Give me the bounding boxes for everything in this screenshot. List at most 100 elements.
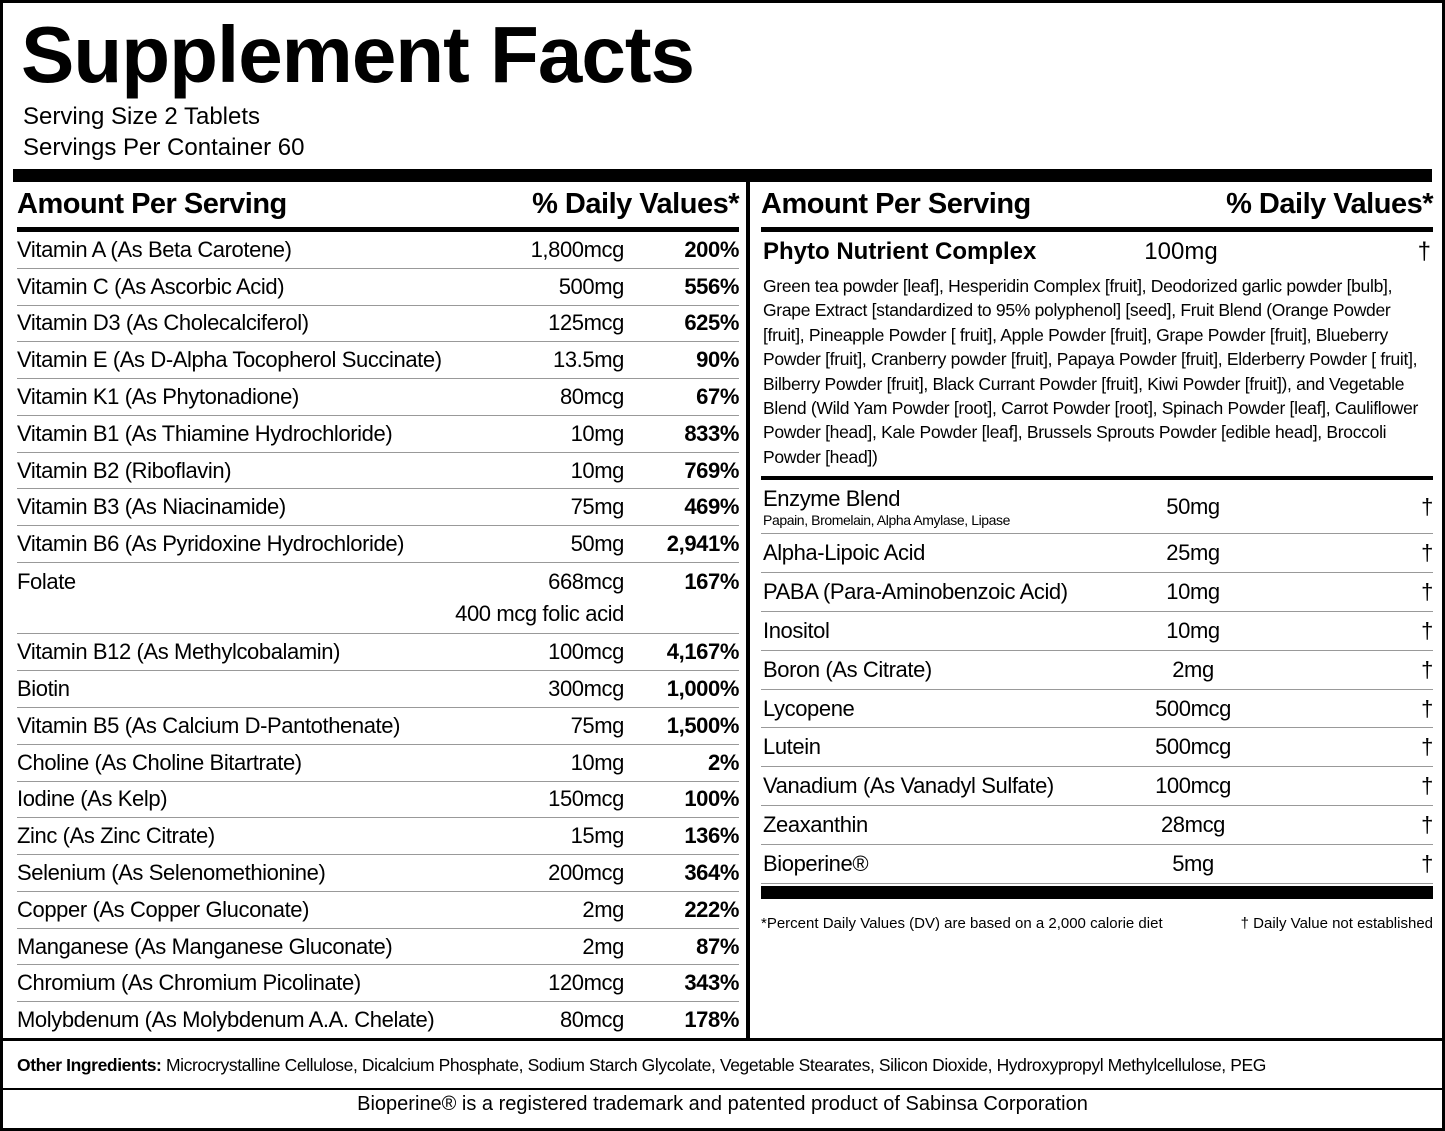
ingredient-row: Inositol 10mg †	[761, 612, 1433, 651]
nutrient-amount: 10mg	[570, 420, 625, 446]
nutrient-amount: 150mcg	[548, 786, 624, 812]
ingredient-amount: 25mg	[1166, 539, 1220, 565]
nutrient-row: Vitamin A (As Beta Carotene) 1,800mcg 200%	[17, 232, 739, 269]
nutrient-name: Biotin	[17, 676, 70, 702]
footnotes: *Percent Daily Values (DV) are based on …	[761, 915, 1433, 932]
ingredient-description: Green tea powder [leaf], Hesperidin Comp…	[763, 276, 1419, 467]
nutrient-amount: 200mcg	[548, 860, 624, 886]
ingredient-dv: †	[1421, 578, 1433, 604]
header-amount: Amount Per Serving	[761, 188, 1031, 220]
ingredient-amount: 10mg	[1166, 578, 1220, 604]
nutrient-row: Vitamin C (As Ascorbic Acid) 500mg 556%	[17, 269, 739, 306]
ingredient-row: Alpha-Lipoic Acid 25mg †	[761, 534, 1433, 573]
nutrient-name: Chromium (As Chromium Picolinate)	[17, 970, 361, 996]
nutrient-dv: 4,167%	[666, 639, 740, 665]
nutrient-dv: 200%	[684, 236, 739, 262]
nutrient-amount: 80mcg	[559, 1007, 624, 1033]
left-column: Amount Per Serving % Daily Values* Vitam…	[17, 182, 739, 1038]
nutrient-amount: 300mcg	[548, 676, 624, 702]
nutrient-amount: 500mg	[558, 273, 625, 299]
nutrient-row: Vitamin B6 (As Pyridoxine Hydrochloride)…	[17, 526, 740, 564]
name-cell: Boron (As Citrate)	[763, 657, 1093, 683]
name-cell: Alpha-Lipoic Acid	[763, 540, 1093, 566]
nutrient-dv: 87%	[696, 933, 739, 959]
ingredient-name: Enzyme Blend	[763, 485, 901, 511]
nutrient-row: Vitamin K1 (As Phytonadione) 80mcg 67%	[17, 379, 739, 416]
name-cell: Lycopene	[763, 696, 1093, 722]
nutrient-dv: 769%	[684, 457, 739, 483]
ingredient-dv: †	[1421, 851, 1433, 877]
nutrient-row: Copper (As Copper Gluconate) 2mg 222%	[17, 892, 739, 929]
nutrient-row: Iodine (As Kelp) 150mcg 100%	[17, 782, 739, 819]
nutrient-row: Vitamin D3 (As Cholecalciferol) 125mcg 625…	[17, 306, 739, 343]
nutrient-name: Selenium (As Selenomethionine)	[17, 860, 326, 886]
nutrient-row: Zinc (As Zinc Citrate) 15mg 136%	[17, 818, 739, 856]
nutrient-dv: 469%	[684, 494, 739, 520]
nutrient-row: Biotin 300mcg 1,000%	[17, 671, 739, 708]
nutrient-amount: 80mcg	[559, 384, 624, 410]
ingredient-dv: †	[1421, 773, 1433, 799]
nutrient-list: Vitamin A (As Beta Carotene) 1,800mcg 200%…	[17, 232, 739, 1038]
nutrient-note: 400 mcg folic acid	[455, 601, 624, 627]
nutrient-dv: 556%	[684, 273, 739, 299]
nutrient-amount: 2mg	[582, 896, 624, 922]
name-cell: Inositol	[763, 618, 1093, 644]
column-header: Amount Per Serving % Daily Values*	[17, 182, 739, 232]
footnote: *Percent Daily Values (DV) are based on …	[761, 915, 1163, 932]
nutrient-name: Choline (As Choline Bitartrate)	[17, 749, 302, 775]
nutrient-name: Iodine (As Kelp)	[17, 786, 168, 812]
nutrient-amount: 2mg	[582, 933, 624, 959]
nutrient-name: Vitamin B3 (As Niacinamide)	[17, 494, 286, 520]
nutrient-dv: 833%	[684, 420, 739, 446]
ingredient-name: Lutein	[763, 734, 821, 760]
nutrient-dv: 67%	[696, 384, 739, 410]
nutrient-amount: 10mg	[570, 457, 625, 483]
nutrient-name: Vitamin K1 (As Phytonadione)	[17, 384, 299, 410]
ingredient-dv: †	[1421, 734, 1433, 760]
name-cell: Bioperine®	[763, 851, 1093, 877]
nutrient-amount: 100mcg	[548, 639, 624, 665]
nutrient-name: Vitamin B12 (As Methylcobalamin)	[17, 639, 341, 665]
nutrient-dv: 2,941%	[666, 531, 740, 557]
ingredient-list: Enzyme Blend Papain, Bromelain, Alpha Amy…	[761, 480, 1433, 885]
name-cell: Vanadium (As Vanadyl Sulfate)	[763, 773, 1093, 799]
nutrient-dv: 1,000%	[666, 676, 740, 702]
nutrient-dv: 222%	[684, 896, 739, 922]
ingredient-name: Lycopene	[763, 695, 855, 721]
name-cell: Zeaxanthin	[763, 812, 1093, 838]
other-ingredients: Other Ingredients: Microcrystalline Cell…	[3, 1038, 1442, 1090]
ingredient-name: Inositol	[763, 617, 830, 643]
header-amount: Amount Per Serving	[17, 188, 287, 220]
nutrient-row: Vitamin E (As D-Alpha Tocopherol Succina…	[17, 342, 739, 380]
nutrient-row: Molybdenum (As Molybdenum A.A. Chelate) 8…	[17, 1002, 739, 1038]
nutrient-name: Vitamin B2 (Riboflavin)	[17, 457, 232, 483]
nutrient-dv: 364%	[684, 860, 739, 886]
nutrient-dv: 178%	[684, 1007, 739, 1033]
nutrient-dv: 90%	[696, 347, 739, 373]
nutrient-name: Vitamin B6 (As Pyridoxine Hydrochloride)	[17, 531, 405, 557]
nutrient-dv: 100%	[684, 786, 739, 812]
ingredient-amount: 5mg	[1172, 851, 1214, 877]
ingredient-row: Zeaxanthin 28mcg †	[761, 806, 1433, 846]
ingredient-amount: 10mg	[1166, 617, 1220, 643]
nutrient-dv: 2%	[708, 749, 739, 775]
trademark: Bioperine® is a registered trademark and…	[357, 1093, 1088, 1115]
header-dv: % Daily Values*	[1226, 188, 1433, 220]
nutrient-amount: 75mg	[570, 712, 625, 738]
name-cell: Lutein	[763, 734, 1093, 760]
nutrient-name: Vitamin C (As Ascorbic Acid)	[17, 273, 285, 299]
amount-cell: 668mcg 400 mcg folic acid	[454, 569, 624, 627]
nutrient-row: Vitamin B12 (As Methylcobalamin) 100mcg 4,…	[17, 634, 740, 672]
nutrient-dv: 343%	[684, 970, 739, 996]
nutrient-name: Vitamin E (As D-Alpha Tocopherol Succina…	[17, 347, 442, 373]
right-column: Amount Per Serving % Daily Values* Phyto…	[761, 182, 1433, 1038]
ingredient-name: PABA (Para-Aminobenzoic Acid)	[763, 578, 1068, 604]
nutrient-name: Vitamin B1 (As Thiamine Hydrochloride)	[17, 420, 393, 446]
ingredient-name: Boron (As Citrate)	[763, 656, 932, 682]
other-label: Other Ingredients:	[17, 1055, 162, 1075]
column-header: Amount Per Serving % Daily Values*	[761, 182, 1433, 232]
name-cell: PABA (Para-Aminobenzoic Acid)	[763, 579, 1093, 605]
ingredient-dv: †	[1421, 539, 1433, 565]
nutrient-name: Vitamin A (As Beta Carotene)	[17, 236, 292, 262]
